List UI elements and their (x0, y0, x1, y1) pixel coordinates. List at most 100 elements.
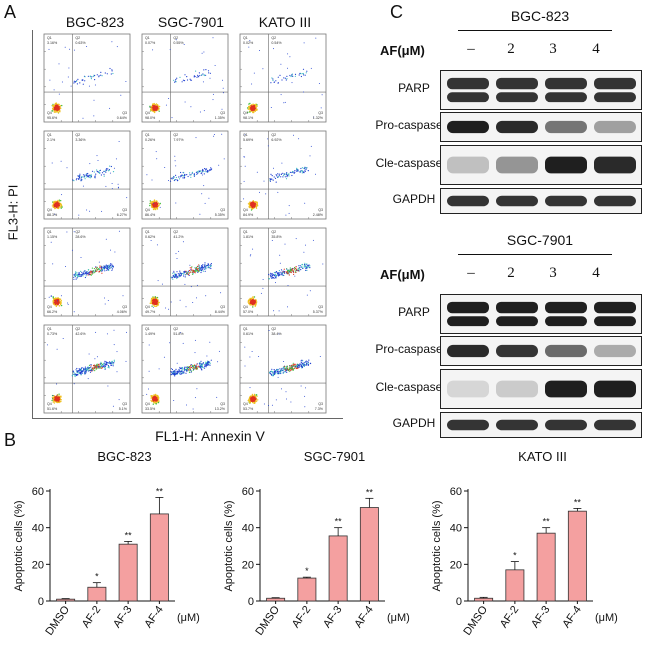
quadrant-label: Q3 (122, 208, 127, 212)
y-tick-label: 20 (450, 559, 462, 571)
blot-band (496, 156, 538, 174)
quadrant-value: 7.97% (173, 138, 184, 142)
apoptosis-bar-charts: BGC-823 0 20 40 60 Apoptotic cells (%) DMSO * AF… (13, 449, 618, 638)
quadrant-value: 53.7% (243, 407, 254, 411)
quadrant-label: Q3 (318, 402, 323, 406)
quadrant-label: Q1 (145, 230, 150, 234)
quadrant-value: 98.0% (145, 116, 156, 120)
blot-band (545, 419, 587, 431)
blot-band (545, 380, 587, 398)
blot-band (594, 344, 636, 358)
blot-strip (440, 336, 642, 366)
quadrant-label: Q4 (243, 208, 248, 212)
blot-band (594, 419, 636, 431)
quadrant-label: Q2 (271, 230, 276, 234)
quadrant-value: 4.06% (117, 310, 128, 314)
blot-band (496, 344, 538, 358)
quadrant-label: Q1 (145, 327, 150, 331)
quadrant-label: Q4 (145, 402, 150, 406)
blot-lane-label: 2 (507, 41, 515, 57)
quadrant-value: 1.49% (145, 332, 156, 336)
quadrant-value: 57.0% (243, 310, 254, 314)
flow-panel-frame (32, 30, 343, 419)
x-tick-label: DMSO (43, 603, 72, 637)
blot-lane-label: 4 (592, 265, 600, 281)
quadrant-label: Q2 (75, 230, 80, 234)
x-tick-label: AF-2 (80, 604, 104, 630)
quadrant-value: 88.3% (47, 213, 58, 217)
quadrant-value: 38.4% (271, 332, 282, 336)
quadrant-label: Q2 (75, 36, 80, 40)
quadrant-value: 3.16% (47, 41, 58, 45)
blot-band (594, 92, 636, 103)
quadrant-label: Q1 (47, 36, 52, 40)
quadrant-label: Q1 (47, 327, 52, 331)
quadrant-label: Q1 (243, 36, 248, 40)
blot-band (545, 120, 587, 134)
quadrant-label: Q3 (122, 305, 127, 309)
blot-band (447, 380, 489, 398)
quadrant-value: 1.15% (47, 235, 58, 239)
blot-row-label: Cle-caspase 3 (375, 156, 453, 170)
y-tick-label: 20 (32, 559, 44, 571)
blot-band (594, 120, 636, 134)
quadrant-label: Q4 (145, 111, 150, 115)
blot-band (594, 195, 636, 207)
x-tick-label: AF-3 (111, 604, 135, 630)
quadrant-value: 0.07% (145, 41, 156, 45)
quadrant-label: Q1 (145, 133, 150, 137)
x-tick-label: AF-2 (498, 604, 522, 630)
y-tick-label: 60 (450, 486, 462, 498)
blot-strip (440, 294, 642, 334)
blot-band (496, 301, 538, 314)
blot-cell-line-title: BGC-823 (510, 8, 570, 24)
panel-letter-a: A (4, 2, 17, 22)
flow-column-header: SGC-7901 (157, 14, 225, 30)
quadrant-value: 2.48% (313, 213, 324, 217)
blot-lane-label: 4 (592, 41, 600, 57)
quadrant-label: Q1 (243, 133, 248, 137)
bar (567, 510, 587, 602)
significance-mark: ** (543, 517, 551, 527)
y-tick-label: 0 (38, 596, 44, 608)
quadrant-label: Q3 (318, 305, 323, 309)
chart-title: SGC-7901 (304, 449, 365, 464)
quadrant-value: 0.54% (271, 41, 282, 45)
quadrant-label: Q2 (271, 327, 276, 331)
blot-title-underline (458, 254, 612, 255)
blot-band (496, 419, 538, 431)
panel-letter-c: C (390, 2, 403, 22)
quadrant-value: 35.8% (271, 235, 282, 239)
quadrant-value: 51.6% (47, 407, 58, 411)
blot-band (496, 120, 538, 134)
y-axis-label: Apoptotic cells (%) (431, 500, 443, 591)
blot-band (594, 301, 636, 314)
bar (56, 598, 76, 602)
bar (266, 597, 286, 602)
quadrant-value: 33.5% (145, 407, 156, 411)
blot-title-underline (458, 30, 612, 31)
quadrant-label: Q3 (318, 208, 323, 212)
quadrant-label: Q3 (122, 111, 127, 115)
quadrant-label: Q3 (220, 402, 225, 406)
quadrant-label: Q1 (145, 36, 150, 40)
bar (505, 569, 525, 602)
quadrant-value: 5.69% (243, 138, 254, 142)
quadrant-value: 0.26% (145, 138, 156, 142)
quadrant-label: Q2 (271, 133, 276, 137)
blot-band (496, 77, 538, 90)
blot-band (545, 92, 587, 103)
blot-band (545, 156, 587, 174)
bar (149, 513, 169, 602)
quadrant-label: Q4 (145, 305, 150, 309)
flow-y-axis-label: FL3-H: PI (5, 184, 21, 241)
bar-chart: KATO III 0 20 40 60 Apoptotic cells (%) DMSO * A… (431, 449, 618, 638)
significance-mark: ** (335, 517, 343, 527)
blot-band (594, 156, 636, 174)
y-tick-label: 0 (248, 596, 254, 608)
